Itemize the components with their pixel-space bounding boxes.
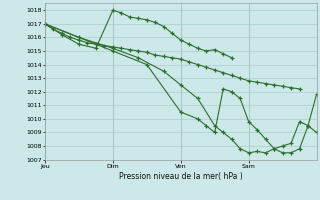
X-axis label: Pression niveau de la mer( hPa ): Pression niveau de la mer( hPa ): [119, 172, 243, 181]
